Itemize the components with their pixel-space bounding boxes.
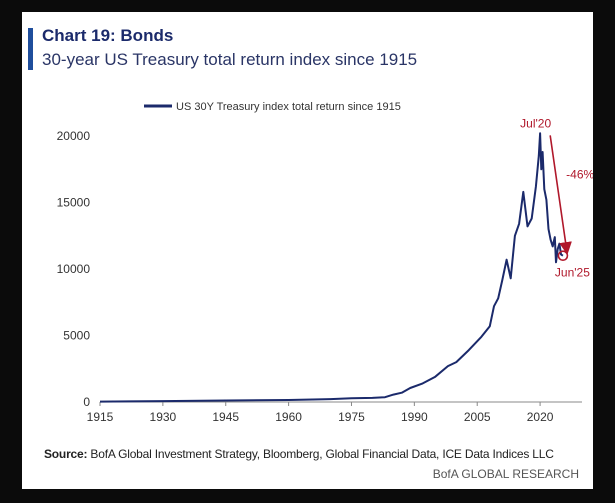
legend: US 30Y Treasury index total return since… xyxy=(144,101,401,113)
x-tick-label: 1915 xyxy=(87,410,114,424)
drawdown-arrow xyxy=(549,135,572,255)
x-tick-label: 1975 xyxy=(338,410,365,424)
x-tick-label: 1930 xyxy=(150,410,177,424)
y-tick-label: 15000 xyxy=(57,196,91,210)
annotation-layer: Jul'20 -46% Jun'25 xyxy=(520,116,593,279)
series-layer xyxy=(99,132,564,403)
annotation-latest-label: Jun'25 xyxy=(555,266,590,280)
x-tick-label: 1960 xyxy=(275,410,302,424)
legend-label: US 30Y Treasury index total return since… xyxy=(176,101,401,113)
x-tick-label: 2020 xyxy=(527,410,554,424)
y-tick-label: 5000 xyxy=(63,329,90,343)
source-text: BofA Global Investment Strategy, Bloombe… xyxy=(90,447,554,461)
source-label: Source: xyxy=(44,447,88,461)
series-line xyxy=(99,132,564,403)
y-tick-label: 10000 xyxy=(57,262,91,276)
line-chart: 1915 1930 1945 1960 1975 1990 2005 2020 0 5000 100… xyxy=(57,101,593,424)
annotation-drawdown-label: -46% xyxy=(566,168,593,182)
y-tick-label: 20000 xyxy=(57,129,91,143)
y-tick-label: 0 xyxy=(83,395,90,409)
chart-card: Chart 19: Bonds 30-year US Treasury tota… xyxy=(22,12,593,489)
x-tick-label: 1990 xyxy=(401,410,428,424)
brand-footer: BofA GLOBAL RESEARCH xyxy=(432,467,579,481)
x-tick-label: 1945 xyxy=(212,410,239,424)
accent-bar xyxy=(28,28,33,70)
source-note: Source: BofA Global Investment Strategy,… xyxy=(44,447,554,461)
latest-point-marker xyxy=(557,250,569,261)
axes: 1915 1930 1945 1960 1975 1990 2005 2020 0 5000 100… xyxy=(57,129,582,424)
chart-title: Chart 19: Bonds xyxy=(42,26,174,45)
x-tick-label: 2005 xyxy=(464,410,491,424)
chart-subtitle: 30-year US Treasury total return index s… xyxy=(42,50,418,69)
annotation-peak-label: Jul'20 xyxy=(520,116,551,130)
